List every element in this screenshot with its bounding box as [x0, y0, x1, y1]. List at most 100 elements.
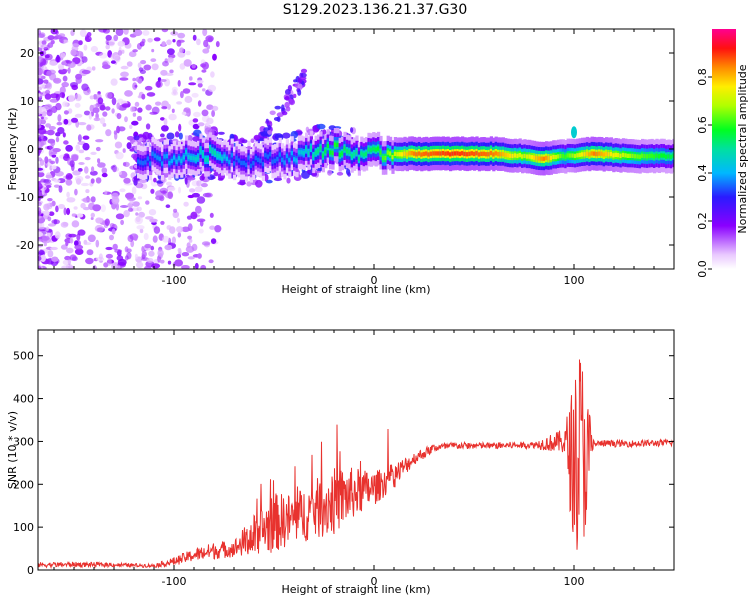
- spectrogram-cell: [60, 53, 66, 58]
- spectrogram-cell: [401, 152, 405, 157]
- spectrogram-cell: [201, 241, 211, 246]
- y-tick-label: 10: [20, 95, 34, 108]
- spectrogram-cell: [161, 41, 166, 47]
- spectrogram-cell: [542, 156, 546, 161]
- spectrogram-cell: [74, 188, 78, 196]
- spectrogram-cell: [528, 154, 532, 159]
- spectrogram-cell: [161, 29, 169, 33]
- spectrogram-cell: [101, 167, 108, 174]
- spectrogram-cell: [86, 124, 92, 131]
- spectrogram-cell: [57, 127, 65, 134]
- spectrogram-cell: [389, 151, 393, 156]
- spectrogram-cell: [171, 108, 175, 114]
- spectrogram-cell: [175, 159, 179, 164]
- spectrogram-cell: [161, 161, 165, 166]
- spectrogram-cell: [398, 152, 402, 157]
- spectrogram-cell: [95, 146, 101, 152]
- spectrogram-cell: [46, 109, 53, 117]
- spectrogram-cell: [110, 78, 118, 86]
- spectrogram-cell: [147, 38, 153, 43]
- spectrogram-cell: [90, 196, 96, 203]
- spectrogram-cell: [45, 82, 51, 88]
- spectrogram-cell: [355, 150, 359, 155]
- spectrogram-cell: [300, 68, 308, 74]
- spectrogram-cell: [257, 157, 261, 162]
- spectrogram-cell: [44, 156, 49, 164]
- spectrogram-cell: [653, 154, 657, 159]
- spectrogram-cell: [76, 50, 83, 57]
- spectrogram-cell: [135, 212, 139, 216]
- spectrogram-cell: [92, 107, 100, 114]
- spectrogram-cell: [117, 50, 123, 56]
- spectrogram-cell: [176, 101, 183, 105]
- colorbar-gradient: [712, 29, 736, 269]
- spectrogram-cell: [49, 98, 59, 103]
- spectrogram-cell: [105, 106, 111, 111]
- spectrogram-cell: [206, 117, 214, 125]
- spectrogram-cell: [55, 56, 61, 63]
- spectrogram-cell: [58, 65, 65, 70]
- spectrogram-cell: [137, 78, 143, 84]
- spectrogram-cell: [293, 157, 297, 162]
- spectrogram-cell: [115, 202, 119, 211]
- spectrogram-cell: [458, 151, 462, 156]
- spectrogram-cell: [210, 238, 217, 245]
- spectrogram-cell: [369, 147, 373, 153]
- spectrogram-cell: [90, 217, 94, 220]
- spectrogram-cell: [194, 262, 199, 269]
- spectrogram-cell: [114, 132, 118, 140]
- spectrogram-cell: [197, 82, 203, 88]
- spectrogram-cell: [74, 102, 81, 108]
- snr-ticks: -100 0 100 0 100 200 300 400 500: [13, 330, 675, 588]
- spectrogram-cell: [47, 250, 54, 258]
- spectrogram-cell: [71, 117, 78, 123]
- spectrogram-cell: [38, 61, 43, 68]
- spectrogram-cell: [115, 152, 124, 160]
- spectrogram-cell: [619, 153, 623, 158]
- spectrogram-cell: [297, 150, 301, 155]
- spectrogram-cell: [42, 111, 47, 117]
- spectrogram-cell: [297, 89, 302, 96]
- spectrogram-cell: [285, 153, 289, 159]
- spectrogram-cell: [456, 151, 460, 156]
- spectrogram-cell: [61, 81, 69, 88]
- spectrogram-cell: [135, 216, 141, 223]
- spectrogram-cell: [451, 151, 455, 156]
- spectrogram-cell: [71, 213, 77, 217]
- spectrogram-cell: [413, 151, 417, 156]
- spectrogram-cell: [176, 39, 182, 47]
- spectrogram-cell: [60, 39, 64, 44]
- spectrogram-cell: [489, 150, 493, 156]
- spectrogram-cell: [499, 152, 503, 157]
- spectrogram-cell: [633, 154, 637, 159]
- spectrogram-cell: [293, 79, 298, 83]
- spectrogram-cell: [71, 84, 78, 91]
- spectrogram-cell: [100, 204, 106, 213]
- spectrogram-cell: [192, 118, 199, 123]
- spectrogram-cell: [477, 152, 481, 157]
- spectrogram-cell: [45, 174, 53, 179]
- spectrogram-cell: [111, 108, 115, 114]
- spectrogram-cell: [123, 29, 129, 35]
- spectrogram-cell: [196, 218, 206, 223]
- spectrogram-cell: [559, 153, 563, 159]
- spectrogram-cell: [77, 229, 86, 236]
- spectrogram-cell: [66, 207, 71, 216]
- spectrogram-cell: [446, 151, 450, 156]
- spectrogram-cell: [595, 151, 599, 157]
- spectrogram-cell: [151, 63, 159, 71]
- spectrogram-cell: [276, 112, 284, 118]
- spectrogram-cell: [167, 191, 174, 200]
- spectrogram-cell: [43, 242, 47, 247]
- spectrogram-cell: [177, 232, 182, 238]
- spectrogram-cell: [131, 186, 137, 195]
- spectrogram-cell: [305, 147, 309, 152]
- spectrogram-cell: [535, 156, 539, 161]
- spectrogram-cell: [235, 155, 239, 161]
- spectrogram-cell: [327, 169, 333, 176]
- spectrogram-cell: [578, 152, 582, 158]
- spectrogram-cell: [41, 68, 45, 74]
- spectrogram-cell: [40, 44, 48, 50]
- spectrogram-cell: [150, 58, 157, 62]
